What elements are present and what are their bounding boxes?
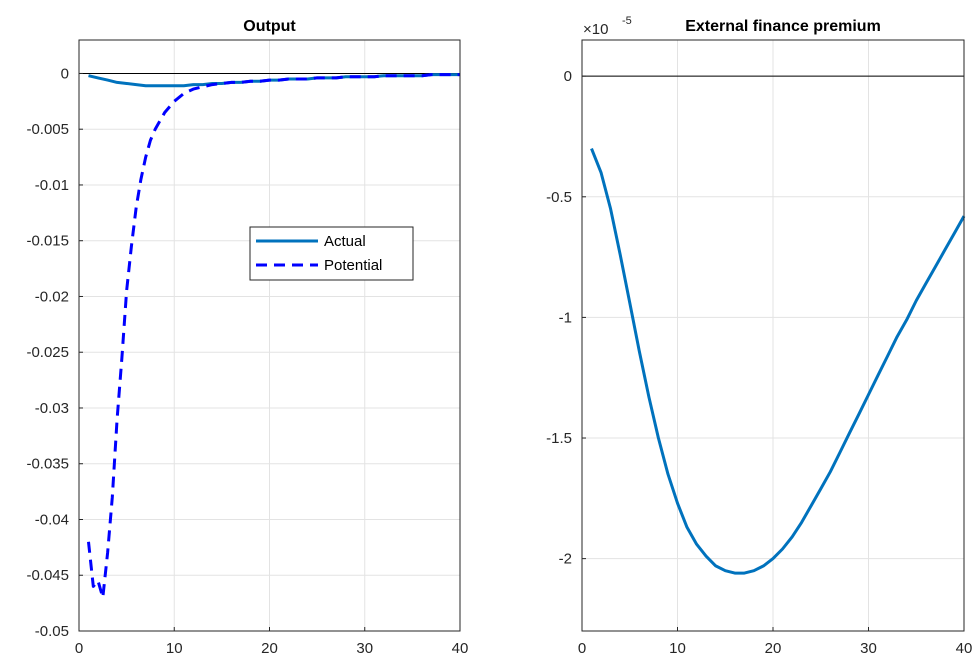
y-tick-label: -0.025 [26, 344, 69, 361]
y-tick-label: -2 [559, 551, 572, 568]
premium-title: External finance premium [685, 18, 881, 35]
y-tick-label: -0.02 [35, 288, 69, 305]
y-tick-label: -1 [559, 309, 572, 326]
legend-label-actual: Actual [324, 233, 366, 250]
x-tick-label: 0 [578, 640, 586, 657]
x-tick-label: 0 [75, 640, 83, 657]
y-tick-label: -0.04 [35, 511, 69, 528]
y-multiplier-exponent: -5 [622, 15, 632, 27]
external-finance-premium-chart: 0 10 20 30 40 0 -0.5 -1 -1.5 -2 ×10 -5 External f… [546, 15, 972, 657]
y-tick-label: -0.5 [546, 189, 572, 206]
x-tick-label: 40 [452, 640, 469, 657]
y-multiplier-base: ×10 [583, 21, 608, 38]
legend-label-potential: Potential [324, 257, 382, 274]
premium-series [590, 148, 966, 575]
output-legend: Actual Potential [249, 226, 414, 281]
y-tick-label: -0.05 [35, 623, 69, 640]
legend-box [249, 226, 414, 281]
y-tick-label: 0 [564, 68, 572, 85]
output-ticks: 0 10 20 30 40 0 -0.005 -0.01 -0.015 -0.02 -0.025 -0… [26, 65, 468, 657]
output-title: Output [243, 18, 296, 35]
series-line-premium [590, 148, 966, 575]
y-tick-label: -0.005 [26, 121, 69, 138]
y-tick-label: -0.035 [26, 456, 69, 473]
y-tick-label: -1.5 [546, 430, 572, 447]
x-tick-label: 40 [956, 640, 973, 657]
x-tick-label: 30 [356, 640, 373, 657]
premium-ticks: 0 10 20 30 40 0 -0.5 -1 -1.5 -2 [546, 68, 972, 657]
output-grid [79, 40, 460, 632]
series-line-actual [88, 73, 460, 88]
x-tick-label: 10 [669, 640, 686, 657]
y-tick-label: -0.01 [35, 177, 69, 194]
output-series [87, 73, 460, 599]
output-chart: 0 10 20 30 40 0 -0.005 -0.01 -0.015 -0.02 -0.025 -0… [26, 18, 468, 657]
y-tick-label: -0.015 [26, 233, 69, 250]
y-tick-label: -0.03 [35, 400, 69, 417]
y-tick-label: 0 [61, 65, 69, 82]
x-tick-label: 20 [765, 640, 782, 657]
series-line-potential [87, 73, 460, 599]
x-tick-label: 10 [166, 640, 183, 657]
x-tick-label: 20 [261, 640, 278, 657]
y-tick-label: -0.045 [26, 567, 69, 584]
x-tick-label: 30 [860, 640, 877, 657]
